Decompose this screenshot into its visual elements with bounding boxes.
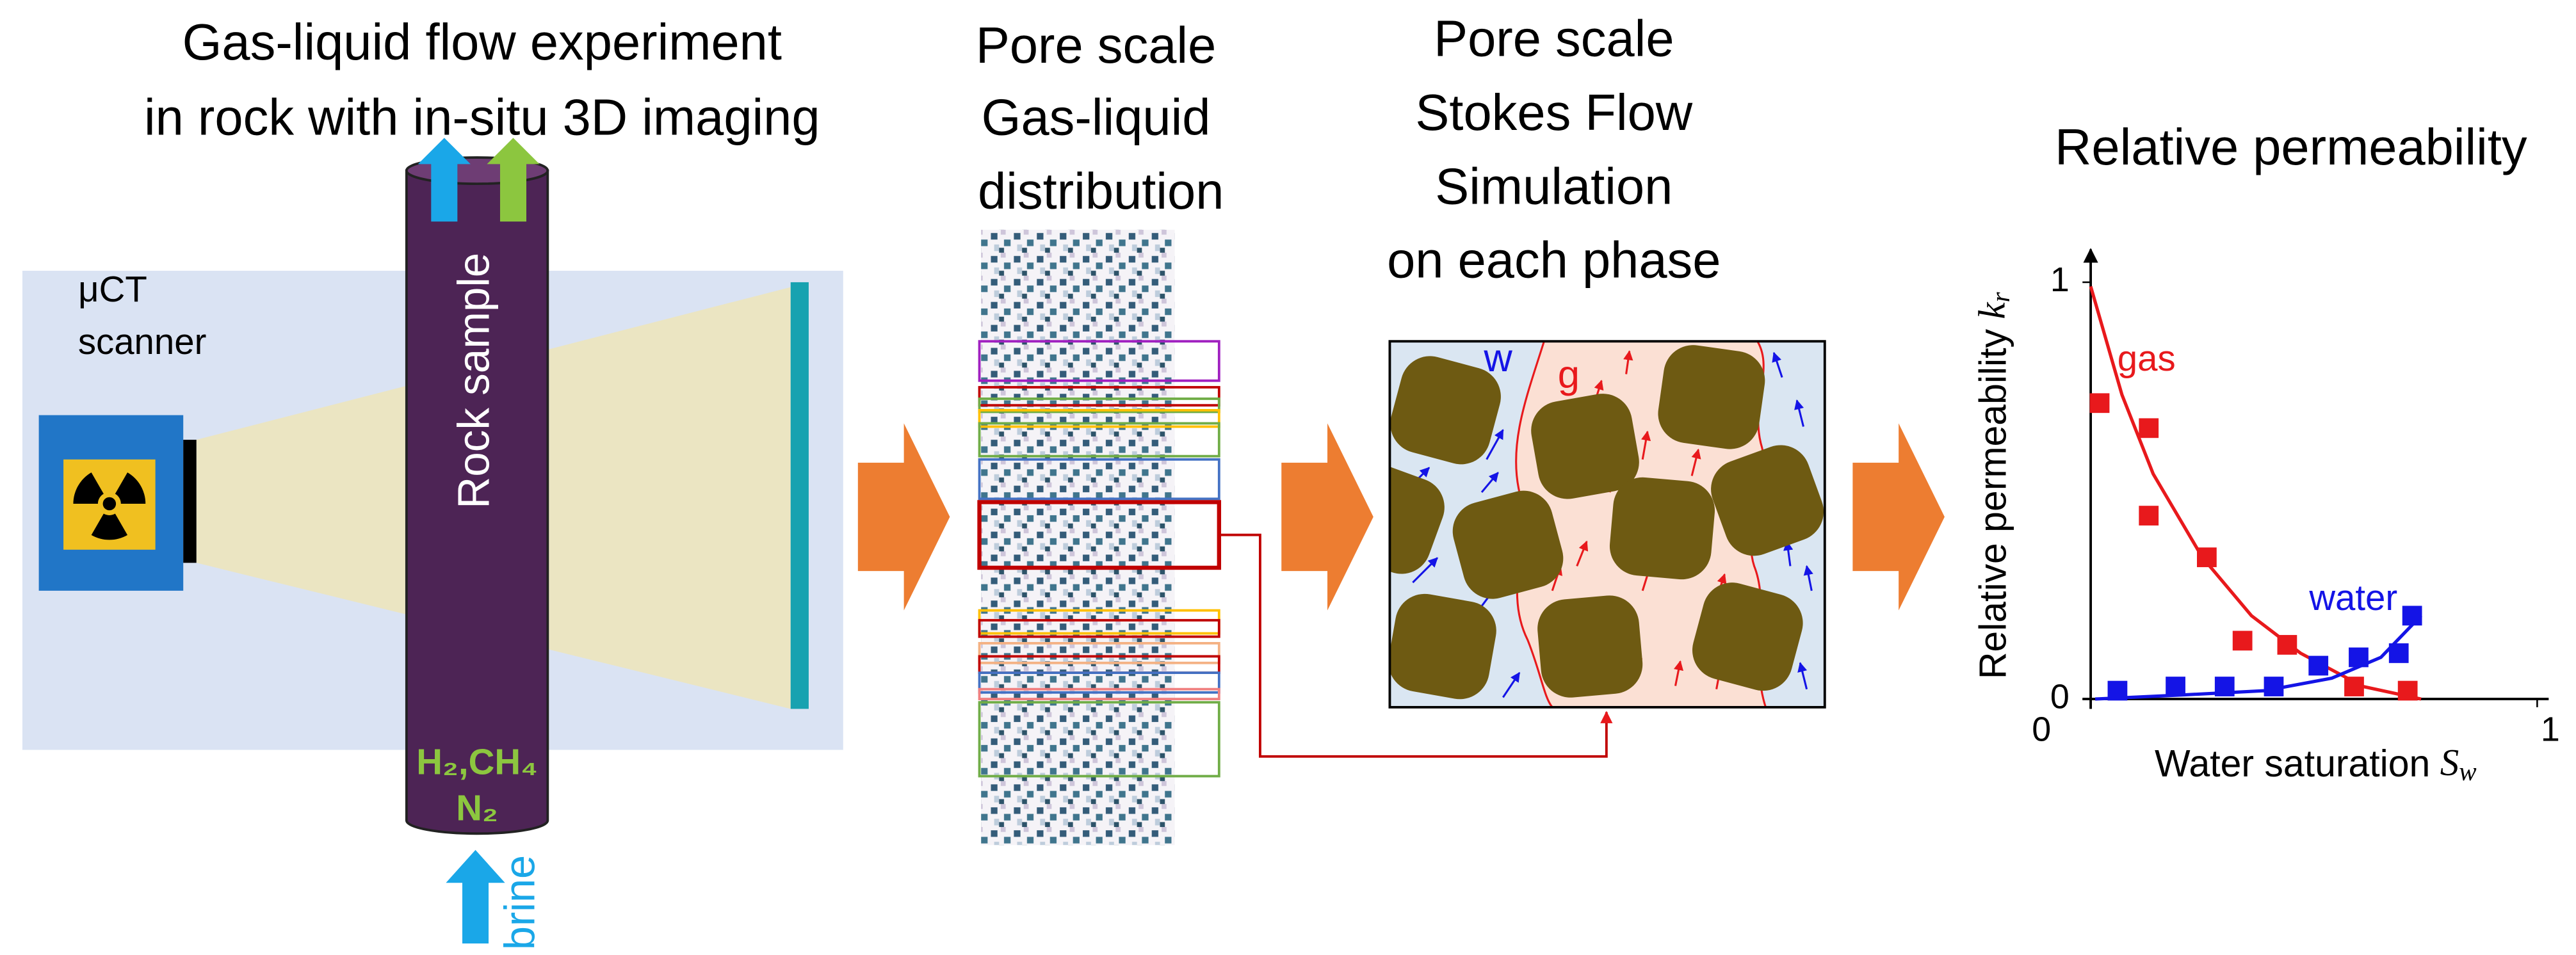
data-point (2388, 643, 2409, 663)
process-arrow (1852, 423, 1945, 611)
flow-arrow (1690, 448, 1701, 476)
series-label: gas (2118, 338, 2176, 378)
flow-arrow (1797, 662, 1808, 690)
flow-arrow (1502, 671, 1521, 698)
source-window (183, 440, 197, 563)
y-tick-label: 1 (2050, 261, 2070, 299)
simulation-frame (1388, 340, 1826, 709)
flow-arrow (1640, 430, 1651, 460)
flow-arrow (1480, 472, 1499, 494)
grain (1692, 582, 1803, 691)
inlet-arrow (446, 849, 505, 944)
title-line: Gas-liquid (982, 89, 1211, 146)
flow-arrow (1673, 660, 1684, 686)
connector (1219, 533, 1613, 758)
y-axis-subscript: r (1986, 291, 2016, 302)
data-point (2089, 393, 2110, 413)
grain (1658, 345, 1765, 449)
title-line: Simulation (1435, 157, 1673, 214)
y-axis-label-text: Relative permeability (1972, 328, 2014, 679)
x-axis-symbol: S (2440, 741, 2459, 783)
data-point (2139, 418, 2159, 438)
flow-arrow (1772, 351, 1783, 378)
data-point (2344, 677, 2364, 696)
detector (790, 282, 809, 709)
rock-sample (405, 169, 549, 835)
series-label: water (2308, 577, 2397, 618)
gas-phase-label: g (1558, 353, 1580, 397)
data-point (2197, 547, 2217, 568)
x-axis-subscript: w (2459, 757, 2477, 786)
title-line: on each phase (1387, 232, 1721, 289)
fit-curve (2094, 614, 2422, 701)
grain (1531, 394, 1639, 499)
flow-arrow (1783, 540, 1794, 566)
title-line: Pore scale (1434, 10, 1674, 67)
data-point (2264, 677, 2284, 696)
flow-arrow (1486, 429, 1504, 460)
flow-arrow (1803, 565, 1813, 591)
outlet-arrow (487, 138, 540, 222)
data-point (2308, 655, 2329, 676)
title-line: in rock with in-situ 3D imaging (144, 89, 820, 146)
grain (1452, 490, 1564, 599)
grain (1537, 595, 1643, 698)
flow-arrow (1623, 350, 1633, 374)
simulation-content (1389, 341, 1824, 707)
grain (1389, 463, 1445, 574)
gas-label: H₂,CH₄ (416, 742, 538, 782)
subvolume-boxes (977, 340, 1222, 778)
flow-arrow (1794, 399, 1804, 427)
outlet-arrow (417, 138, 471, 222)
gas-label: N₂ (456, 787, 498, 828)
data-point (2139, 506, 2159, 526)
title-line: Stokes Flow (1415, 84, 1692, 141)
water-label: w (1483, 336, 1512, 380)
process-arrow (1281, 423, 1373, 611)
y-axis-symbol: k (1970, 301, 2013, 319)
x-axis-label: Water saturation Sw (2155, 741, 2477, 787)
pore-image (981, 229, 1175, 846)
x-tick-label: 1 (2541, 710, 2560, 749)
x-tick-label: 0 (2032, 710, 2051, 749)
grain (1711, 445, 1824, 556)
data-point (2349, 647, 2369, 668)
grain (1390, 356, 1501, 465)
title-line: distribution (978, 163, 1224, 220)
y-tick-label: 0 (2050, 677, 2070, 716)
grain (1389, 593, 1496, 700)
process-arrow (857, 423, 950, 611)
x-axis-label-text: Water saturation (2155, 743, 2430, 785)
data-point (2232, 630, 2253, 651)
sample-label: Rock sample (448, 253, 498, 509)
chart-title: Relative permeability (2055, 118, 2527, 175)
scanner-label: μCT (78, 269, 147, 309)
title-line: Pore scale (976, 17, 1216, 74)
data-point (2402, 606, 2422, 626)
scanner-label: scanner (78, 321, 207, 362)
title-line: Gas-liquid flow experiment (182, 13, 782, 70)
data-point (2214, 677, 2235, 696)
radiation-symbol (73, 472, 146, 540)
flow-arrow (1576, 540, 1589, 567)
inlet-label: brine (496, 855, 544, 950)
data-point (2107, 680, 2128, 701)
y-axis-label: Relative permeability kr (1970, 291, 2016, 679)
grain (1609, 477, 1715, 580)
data-point (2277, 635, 2297, 655)
flow-arrow (1412, 557, 1438, 584)
data-point (2166, 677, 2185, 696)
data-point (2397, 680, 2418, 701)
